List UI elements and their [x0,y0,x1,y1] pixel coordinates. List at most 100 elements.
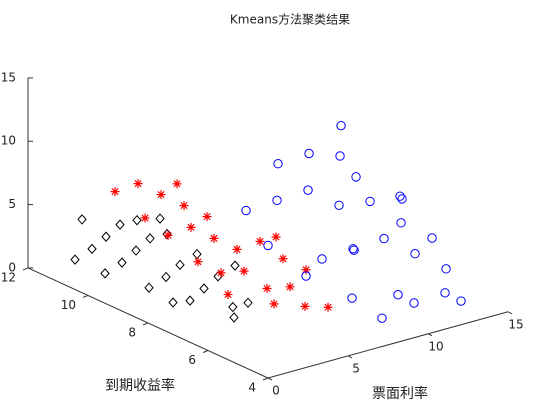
point [131,245,141,256]
x-tick [347,355,353,359]
point [87,243,97,255]
point [155,213,165,224]
point [192,248,202,260]
series [241,120,466,323]
point [243,297,253,309]
point [393,290,403,300]
point [336,120,346,131]
point [351,172,361,182]
x-tick-label: 15 [508,317,523,331]
point [133,179,143,189]
point [172,179,182,189]
point [161,271,171,283]
point [262,283,272,293]
point [77,214,87,225]
x-tick-label: 5 [352,361,360,375]
y-tick [202,350,209,353]
point [209,233,219,243]
point [185,295,195,306]
y-tick [142,322,149,326]
point [303,185,313,195]
point [409,298,419,308]
point [271,232,281,242]
point [241,205,251,216]
y-tick [262,377,269,381]
point [186,222,196,232]
point [145,233,155,244]
x-axis [267,311,509,379]
point [349,245,359,255]
x-tick-label: 0 [272,384,280,398]
point [223,290,233,300]
point [395,191,405,201]
x-tick [267,377,273,381]
point [101,231,111,243]
point [348,244,358,254]
point [117,257,127,268]
point [301,271,311,281]
z-tick-label: 5 [8,197,16,211]
point [239,266,249,276]
point [347,293,357,303]
point [162,228,172,240]
point [175,259,185,271]
point [193,257,203,267]
y-tick-label: 4 [248,381,256,395]
point [156,190,166,200]
point [272,195,282,206]
point [456,296,466,306]
point [255,236,265,246]
point [304,148,314,159]
point [323,302,333,312]
point [410,249,420,259]
point [335,151,345,161]
point [70,254,80,265]
point [110,187,120,197]
point [269,299,279,309]
point [140,213,150,223]
point [334,200,344,210]
point [365,196,375,207]
point [427,233,437,243]
point [379,233,389,244]
x-tick [507,311,513,315]
y-tick-label: 10 [61,298,76,312]
y-tick-label: 12 [1,270,16,284]
point [300,301,310,311]
z-tick-label: 0 [8,260,16,274]
point [396,218,406,228]
point [179,201,189,211]
y-axis-label: 到期收益率 [105,377,175,394]
y-tick [22,267,29,271]
point [202,212,212,222]
point [301,265,311,275]
point [230,260,240,271]
point [440,288,450,298]
point [168,297,178,308]
x-axis-label: 票面利率 [372,385,428,402]
x-tick [427,333,433,337]
z-tick-label: 10 [1,134,16,148]
y-tick-label: 6 [188,353,196,367]
point [132,214,142,226]
point [229,312,239,323]
point [228,301,238,313]
chart-title: Kmeans方法聚类结果 [230,12,350,27]
z-tick-label: 15 [1,70,16,84]
point [263,240,273,251]
point [441,264,451,274]
point [100,268,110,279]
x-tick-label: 10 [428,339,443,353]
point [232,244,242,254]
point [278,254,288,264]
series [110,179,333,312]
y-tick [82,294,89,298]
point [285,282,295,292]
point [273,159,283,169]
y-tick-label: 8 [128,325,136,339]
series [70,213,253,323]
point [163,230,173,240]
point [377,313,387,323]
point [317,254,327,264]
